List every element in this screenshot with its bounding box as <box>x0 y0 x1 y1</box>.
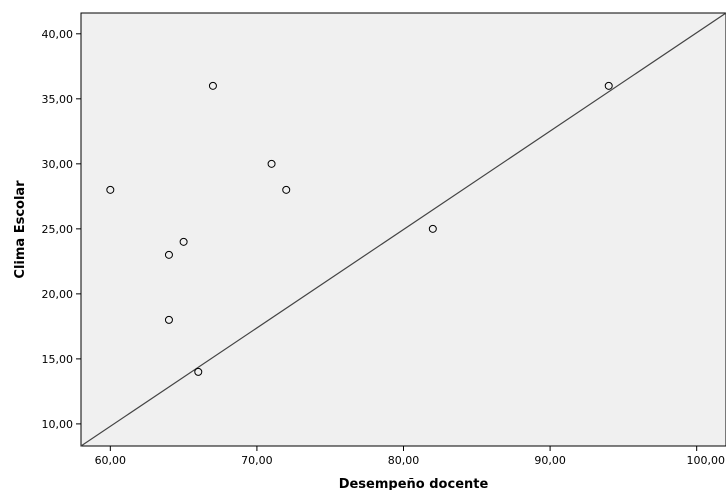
data-point <box>282 185 291 194</box>
y-axis-title: Clima Escolar <box>13 180 28 279</box>
data-point <box>194 367 203 376</box>
data-point <box>179 237 188 246</box>
x-axis: 60,00 70,00 80,00 90,00 100,00 <box>95 446 725 467</box>
y-tick-label: 30,00 <box>42 158 74 171</box>
y-tick-label: 15,00 <box>42 353 74 366</box>
x-axis-title: Desempeño docente <box>339 477 489 490</box>
data-point <box>106 185 115 194</box>
y-tick-label: 25,00 <box>42 223 74 236</box>
y-tick-label: 10,00 <box>42 418 74 431</box>
data-point <box>164 315 173 324</box>
y-tick-label: 20,00 <box>42 288 74 301</box>
x-tick-label: 70,00 <box>241 454 273 467</box>
data-point <box>267 159 276 168</box>
data-points <box>106 81 613 376</box>
reference-line <box>80 12 726 447</box>
y-tick-label: 40,00 <box>42 28 74 41</box>
data-point <box>208 81 217 90</box>
x-tick-label: 80,00 <box>388 454 420 467</box>
data-point <box>604 81 613 90</box>
y-tick-label: 35,00 <box>42 93 74 106</box>
x-tick-label: 60,00 <box>95 454 127 467</box>
x-tick-label: 100,00 <box>687 454 726 467</box>
data-point <box>428 224 437 233</box>
x-tick-label: 90,00 <box>534 454 566 467</box>
y-axis: 10,00 15,00 20,00 25,00 30,00 35,00 40,00 <box>42 28 81 431</box>
data-point <box>164 250 173 259</box>
